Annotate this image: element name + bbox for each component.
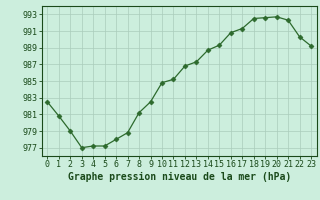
X-axis label: Graphe pression niveau de la mer (hPa): Graphe pression niveau de la mer (hPa) — [68, 172, 291, 182]
